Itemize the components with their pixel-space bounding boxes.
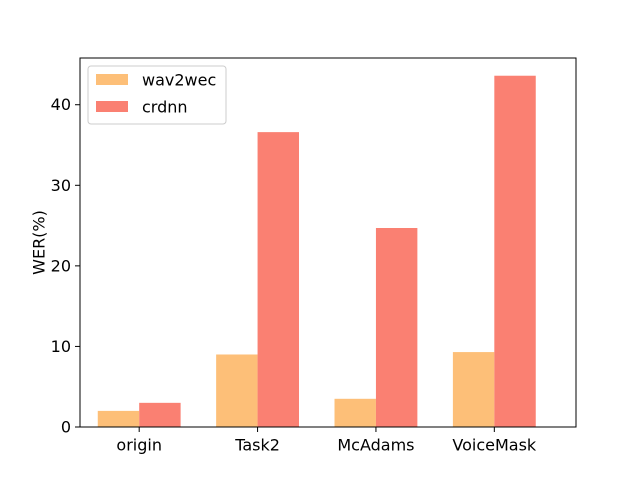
bar-crdnn-VoiceMask xyxy=(494,75,536,428)
bars-group xyxy=(97,75,536,428)
y-axis: 0 10 20 30 40 xyxy=(51,95,80,437)
y-tick-label: 10 xyxy=(51,337,71,356)
x-tick-label: Task2 xyxy=(234,436,280,455)
legend-label-wav2wec: wav2wec xyxy=(142,71,216,90)
x-tick-label: VoiceMask xyxy=(452,436,537,455)
legend-swatch-wav2wec xyxy=(96,74,128,85)
x-tick-label: McAdams xyxy=(337,436,414,455)
x-tick-label: origin xyxy=(116,436,162,455)
bar-crdnn-Task2 xyxy=(257,132,299,428)
legend: wav2wec crdnn xyxy=(87,65,227,125)
y-tick-label: 0 xyxy=(61,418,71,437)
plot-area-frame xyxy=(79,57,577,428)
y-tick-label: 20 xyxy=(51,256,71,275)
x-axis: origin Task2 McAdams VoiceMask xyxy=(116,427,537,455)
y-tick-label: 40 xyxy=(51,95,71,114)
bar-wav2wec-McAdams xyxy=(334,398,376,427)
y-tick-label: 30 xyxy=(51,176,71,195)
bar-crdnn-McAdams xyxy=(375,227,418,427)
bar-wav2wec-VoiceMask xyxy=(452,352,495,427)
legend-label-crdnn: crdnn xyxy=(142,98,188,117)
bar-wav2wec-Task2 xyxy=(216,354,258,427)
legend-swatch-crdnn xyxy=(96,101,128,112)
bar-wav2wec-origin xyxy=(97,410,140,427)
bar-crdnn-origin xyxy=(139,402,181,427)
y-axis-label: WER(%) xyxy=(30,210,49,275)
